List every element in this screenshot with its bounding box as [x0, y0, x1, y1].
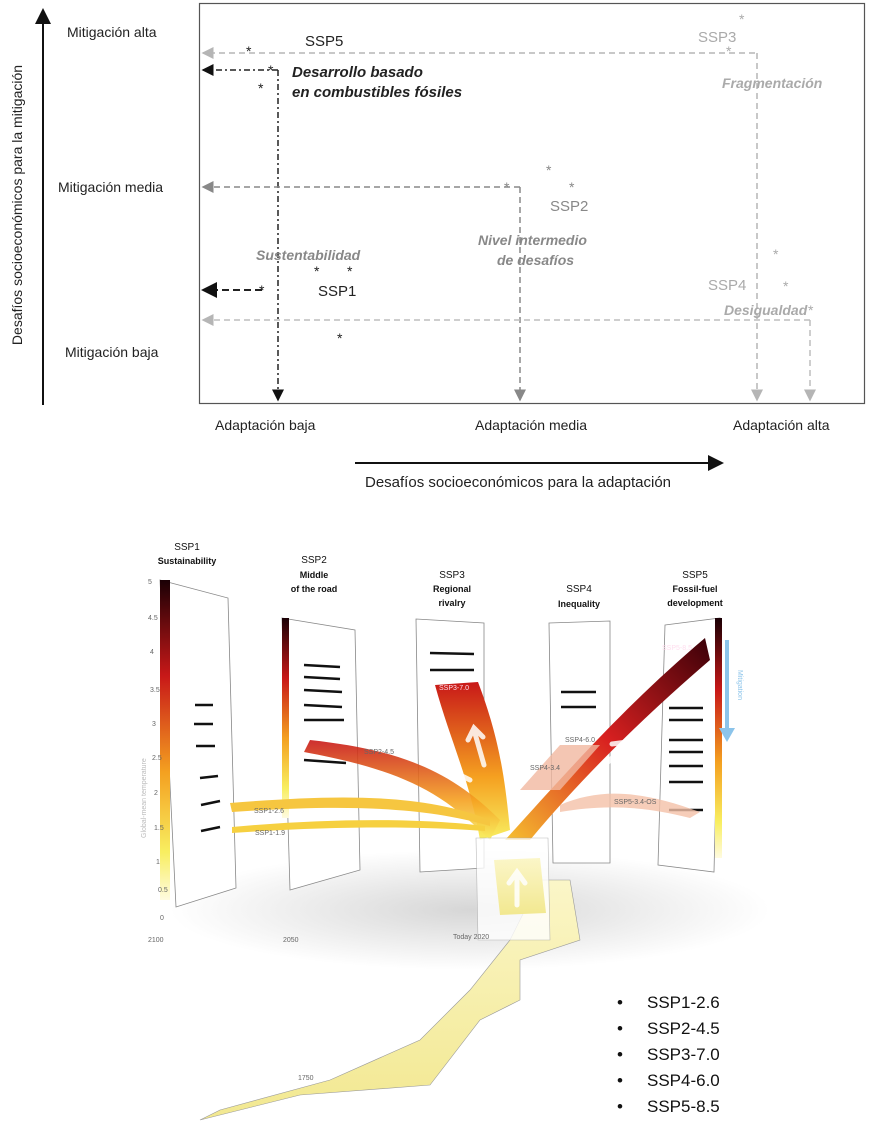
panel-ssp5-name1: Fossil-fuel: [672, 584, 717, 594]
ssp1-label: SSP1: [318, 283, 357, 300]
panel-ssp5-id: SSP5: [682, 570, 708, 581]
legend-item: • SSP5-8.5: [617, 1097, 720, 1116]
panel-ssp4-id: SSP4: [566, 584, 592, 595]
marker-asterisk: *: [783, 278, 789, 294]
y-tick: 1.5: [154, 825, 164, 832]
panel-ssp3-name1: Regional: [433, 584, 471, 594]
temperature-axis-label: Global-mean temperature: [141, 758, 148, 838]
matrix-frame: [198, 2, 866, 405]
panel-ssp2-name2: of the road: [291, 584, 338, 594]
pathway-label-ssp2-45: SSP2-4.5: [364, 749, 394, 756]
ssp5-label: SSP5: [305, 33, 344, 50]
year-2100: 2100: [148, 937, 164, 944]
panel-ssp1: [159, 579, 237, 908]
x-level-high: Adaptación alta: [733, 417, 830, 433]
ssp1-name: Sustentabilidad: [256, 247, 361, 263]
legend-item: • SSP2-4.5: [617, 1019, 720, 1038]
legend-item: • SSP4-6.0: [617, 1071, 720, 1090]
panel-ssp4-name: Inequality: [558, 599, 600, 609]
y-tick: 4: [150, 649, 154, 656]
y-tick: 3.5: [150, 687, 160, 694]
panel-ssp3-name2: rivalry: [438, 598, 465, 608]
marker-asterisk: *: [259, 282, 265, 298]
marker-asterisk: *: [808, 302, 814, 318]
y-axis-label: Desafíos socioeconómicos para la mitigac…: [9, 64, 25, 346]
pathway-label-ssp4-34: SSP4-3.4: [530, 765, 560, 772]
pathway-label-ssp1-26: SSP1-2.6: [254, 808, 284, 815]
panel-ssp2-name1: Middle: [300, 570, 329, 580]
pathway-label-ssp3-70: SSP3-7.0: [439, 685, 469, 692]
legend-item: • SSP1-2.6: [617, 993, 720, 1012]
x-level-low: Adaptación baja: [215, 417, 316, 433]
marker-asterisk: *: [337, 330, 343, 346]
marker-asterisk: *: [773, 246, 779, 262]
legend-item: • SSP3-7.0: [617, 1045, 720, 1064]
y-tick: 2: [154, 790, 158, 797]
marker-asterisk: *: [268, 62, 274, 78]
pathway-label-ssp1-19: SSP1-1.9: [255, 830, 285, 837]
y-tick: 0: [160, 915, 164, 922]
panel-ssp2-id: SSP2: [301, 555, 327, 566]
y-level-high: Mitigación alta: [67, 24, 157, 40]
ssp5-name-line2: en combustibles fósiles: [292, 84, 463, 101]
ssp2-label: SSP2: [550, 198, 589, 215]
ssp5-name-line1: Desarrollo basado: [292, 64, 423, 81]
scenario-legend: • SSP1-2.6 • SSP2-4.5 • SSP3-7.0 • SSP4-6.0 …: [617, 990, 720, 1120]
y-tick: 3: [152, 721, 156, 728]
ssp3-label: SSP3: [698, 29, 737, 46]
ssp4-name: Desigualdad: [724, 302, 808, 318]
panel-ssp5-name2: development: [667, 598, 723, 608]
panel-ssp1-name: Sustainability: [158, 556, 217, 566]
y-tick: 1: [156, 859, 160, 866]
panel-ssp3-id: SSP3: [439, 570, 465, 581]
marker-asterisk: *: [726, 43, 732, 59]
y-tick: 0.5: [158, 887, 168, 894]
marker-asterisk: *: [258, 80, 264, 96]
panel-ssp1-id: SSP1: [174, 542, 200, 553]
y-tick: 4.5: [148, 615, 158, 622]
x-level-medium: Adaptación media: [475, 417, 588, 433]
ssp4-label: SSP4: [708, 277, 747, 294]
x-axis-label: Desafíos socioeconómicos para la adaptac…: [365, 474, 672, 491]
marker-asterisk: *: [504, 179, 510, 195]
year-2050: 2050: [283, 937, 299, 944]
marker-asterisk: *: [546, 162, 552, 178]
pathways-graphics: SSP1-1.9 SSP1-2.6 SSP2-4.5 SSP3-7.0 SSP4…: [141, 542, 770, 1121]
marker-asterisk: *: [347, 263, 353, 279]
y-tick: 2.5: [152, 755, 162, 762]
mitigation-label: Mitigation: [736, 670, 743, 700]
marker-asterisk: *: [569, 179, 575, 195]
year-today: Today 2020: [453, 934, 489, 941]
marker-asterisk: *: [246, 43, 252, 59]
ssp2-name-line1: Nivel intermedio: [478, 232, 587, 248]
ssp2-name-line2: de desafíos: [497, 252, 575, 268]
y-level-medium: Mitigación media: [58, 179, 164, 195]
pathway-label-ssp5-85: SSP5-8.5: [662, 645, 692, 652]
marker-asterisk: *: [739, 11, 745, 27]
pathway-label-ssp5-34os: SSP5-3.4-OS: [614, 799, 657, 806]
y-level-low: Mitigación baja: [65, 344, 159, 360]
ssp3-name: Fragmentación: [722, 75, 823, 91]
y-tick: 5: [148, 579, 152, 586]
pathway-label-ssp4-60: SSP4-6.0: [565, 737, 595, 744]
matrix-graphics: [35, 2, 866, 471]
year-1750: 1750: [298, 1075, 314, 1082]
marker-asterisk: *: [314, 263, 320, 279]
